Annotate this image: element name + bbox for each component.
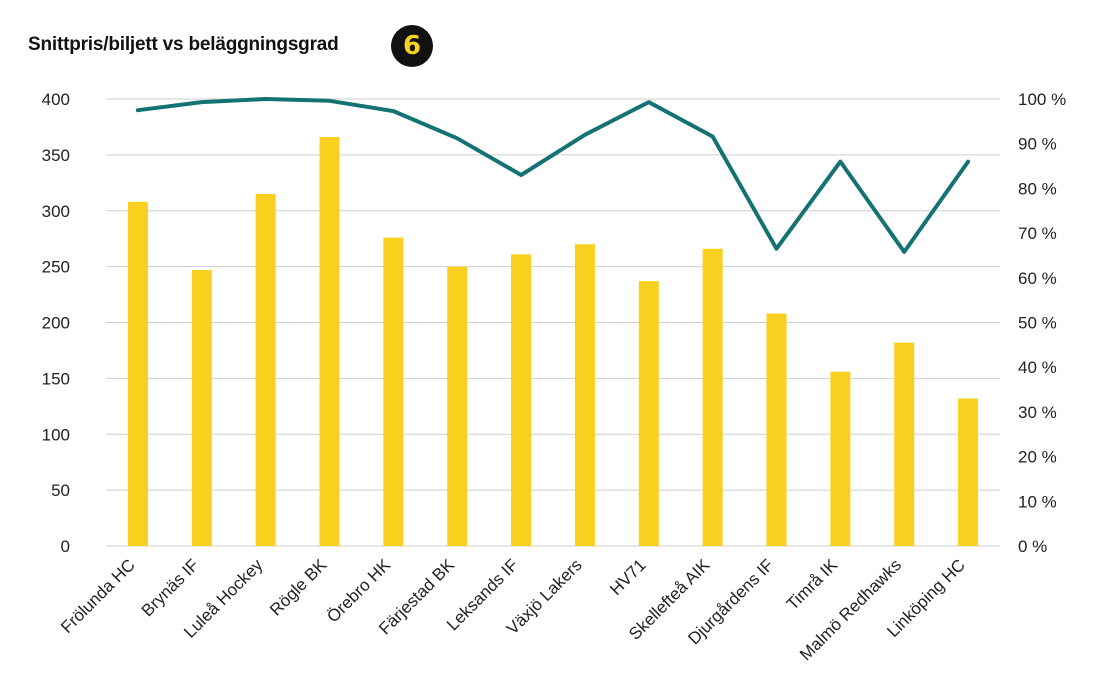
occupancy-line-series — [135, 97, 971, 254]
bar — [383, 237, 404, 546]
bar — [447, 266, 468, 546]
left-tick-label: 250 — [42, 258, 70, 277]
bar — [638, 281, 659, 546]
left-tick-label: 50 — [51, 481, 70, 500]
right-tick-label: 70 % — [1018, 224, 1057, 243]
left-tick-label: 100 — [42, 425, 70, 444]
gridlines — [106, 98, 1000, 547]
bar — [766, 313, 787, 546]
category-label: Timrå IK — [783, 555, 842, 614]
left-tick-label: 300 — [42, 202, 70, 221]
left-tick-label: 150 — [42, 369, 70, 388]
right-tick-label: 90 % — [1018, 135, 1057, 154]
left-tick-label: 400 — [42, 90, 70, 109]
left-axis: 0 50 100 150 200 250 300 350 400 — [42, 90, 70, 556]
bar — [894, 342, 915, 546]
bar — [127, 201, 148, 546]
occupancy-line — [135, 97, 971, 254]
left-tick-label: 0 — [61, 537, 70, 556]
bar-series — [127, 136, 979, 547]
bar — [830, 371, 851, 546]
right-tick-label: 30 % — [1018, 403, 1057, 422]
right-tick-label: 40 % — [1018, 358, 1057, 377]
bar — [319, 136, 340, 546]
right-tick-label: 20 % — [1018, 448, 1057, 467]
left-tick-label: 200 — [42, 314, 70, 333]
bar — [702, 248, 723, 546]
category-label: Brynäs IF — [138, 555, 203, 620]
category-label: Frölunda HC — [57, 555, 139, 637]
right-axis: 0 % 10 % 20 % 30 % 40 % 50 % 60 % 70 % 80 % 90 % 1… — [1018, 90, 1066, 556]
right-tick-label: 50 % — [1018, 314, 1057, 333]
figure-number-badge: 6 — [391, 25, 433, 67]
right-tick-label: 0 % — [1018, 537, 1047, 556]
bar — [255, 193, 276, 547]
category-label: HV71 — [606, 555, 650, 599]
bar — [511, 254, 532, 546]
right-tick-label: 80 % — [1018, 179, 1057, 198]
bar — [574, 244, 595, 546]
right-tick-label: 100 % — [1018, 90, 1066, 109]
right-tick-label: 10 % — [1018, 492, 1057, 511]
bar — [958, 398, 979, 546]
chart-title: Snittpris/biljett vs beläggningsgrad — [28, 34, 339, 55]
category-label: Rögle BK — [266, 555, 331, 620]
left-tick-label: 350 — [42, 146, 70, 165]
bar — [191, 269, 212, 546]
right-tick-label: 60 % — [1018, 269, 1057, 288]
figure-number: 6 — [402, 31, 422, 61]
